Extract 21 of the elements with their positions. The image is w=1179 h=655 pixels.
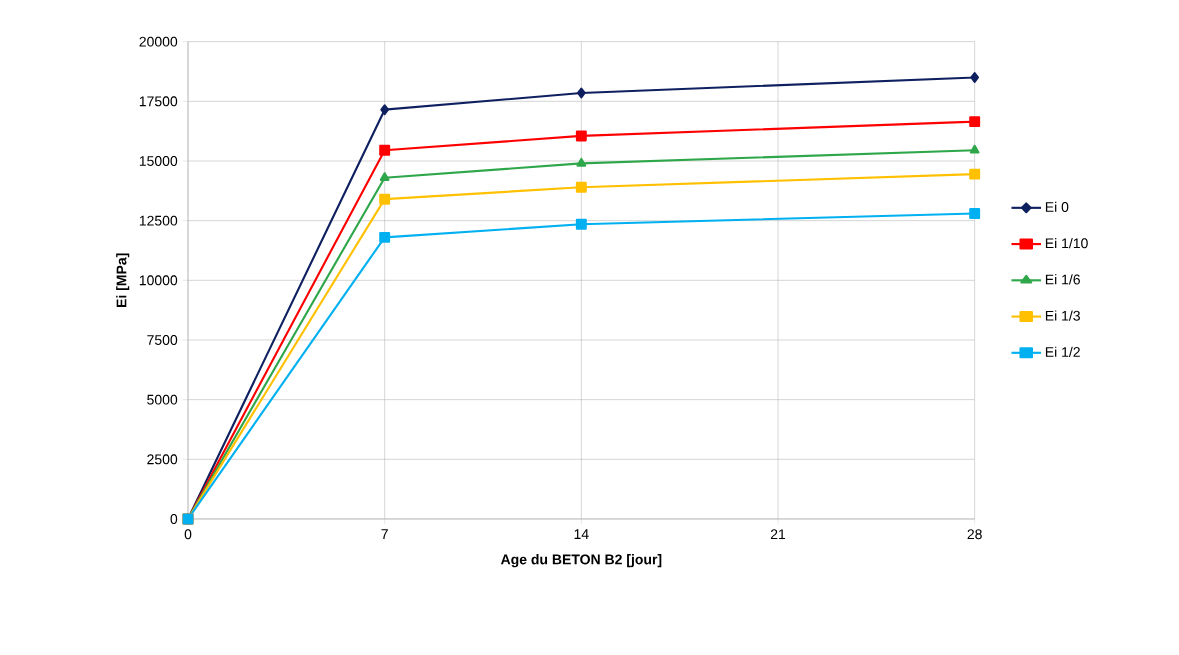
legend-label: Ei 1/10 — [1045, 237, 1088, 249]
y-tick-label: 2500 — [147, 454, 178, 465]
legend-label: Ei 1/3 — [1045, 310, 1080, 321]
x-tick-label: 7 — [381, 529, 388, 539]
x-tick-label: 21 — [770, 529, 786, 540]
y-tick-label: 0 — [170, 514, 178, 524]
y-tick-label: 5000 — [147, 394, 178, 405]
y-tick-label: 20000 — [139, 36, 178, 47]
y-tick-label: 17500 — [139, 96, 178, 107]
y-tick-label: 12500 — [139, 215, 178, 226]
x-tick-label: 14 — [574, 529, 589, 539]
y-tick-label: 7500 — [147, 335, 178, 345]
legend-label: Ei 1/6 — [1045, 274, 1080, 285]
y-tick-label: 15000 — [139, 156, 178, 166]
y-tick-label: 10000 — [139, 275, 178, 286]
y-axis-title: Ei [MPa] — [116, 253, 130, 307]
legend-label: Ei 0 — [1045, 201, 1069, 212]
x-tick-label: 28 — [967, 529, 982, 540]
x-tick-label: 0 — [184, 529, 192, 540]
legend-label: Ei 1/2 — [1045, 346, 1080, 357]
x-axis-title: Age du BETON B2 [jour] — [500, 554, 662, 568]
